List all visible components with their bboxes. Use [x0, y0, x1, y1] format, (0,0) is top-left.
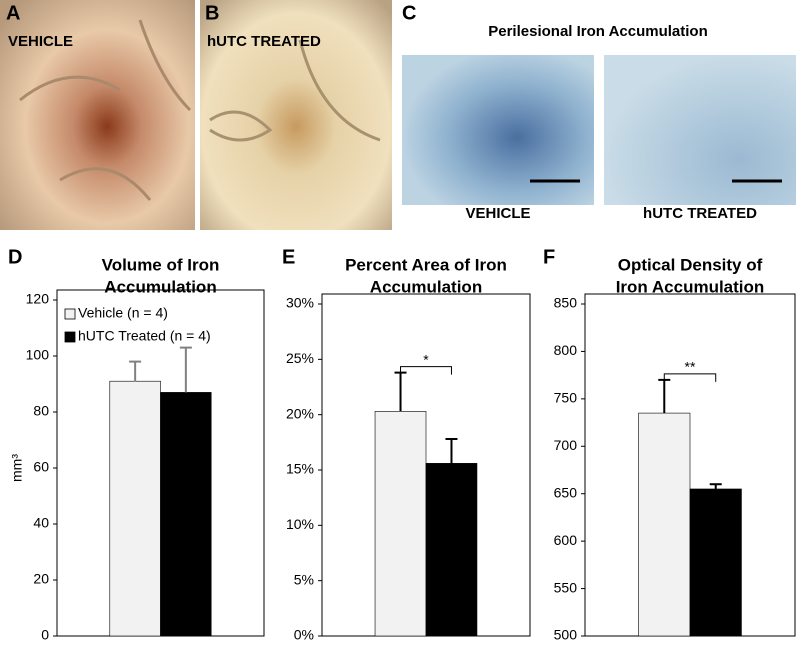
panel-letter: F [543, 246, 555, 268]
y-tick-label: 650 [554, 484, 578, 500]
panel-letter: A [6, 2, 20, 24]
photo-vehicle [0, 0, 195, 230]
y-tick-label: 800 [554, 342, 578, 358]
chart-title: Optical Density of [618, 255, 763, 274]
photo-label: hUTC TREATED [207, 33, 321, 50]
y-tick-label: 120 [26, 291, 50, 307]
error-bar [179, 346, 192, 393]
stain-label: hUTC TREATED [643, 205, 757, 222]
bar [689, 488, 742, 637]
bar [109, 380, 161, 637]
y-tick-label: 25% [286, 350, 314, 366]
y-tick-label: 850 [554, 295, 578, 311]
significance-bracket [663, 373, 717, 382]
chart-title: Iron Accumulation [616, 277, 765, 296]
photo-label: VEHICLE [8, 33, 73, 50]
chart-title: Accumulation [370, 277, 482, 296]
y-tick-label: 20% [286, 405, 314, 421]
y-tick-label: 500 [554, 627, 578, 643]
y-tick-label: 750 [554, 390, 578, 406]
photo-detail [19, 19, 192, 201]
panel-letter: E [282, 246, 295, 268]
significance-label: * [423, 351, 429, 367]
chart-title: Percent Area of Iron [345, 255, 507, 274]
significance-label: ** [685, 359, 696, 375]
bar [160, 392, 212, 637]
y-tick-label: 0 [41, 627, 49, 643]
y-tick-label: 40 [33, 515, 49, 531]
y-tick-label: 5% [294, 571, 314, 587]
error-bar [394, 371, 407, 412]
legend-swatch [64, 331, 76, 343]
legend-swatch [64, 308, 76, 320]
y-tick-label: 60 [33, 459, 49, 475]
y-tick-label: 100 [26, 347, 50, 363]
error-bar [709, 483, 722, 489]
y-tick-label: 600 [554, 532, 578, 548]
legend-label: Vehicle (n = 4) [78, 305, 168, 321]
panel-letter: B [205, 2, 219, 24]
y-tick-label: 10% [286, 516, 314, 532]
panel-letter: D [8, 246, 22, 268]
legend-label: hUTC Treated (n = 4) [78, 328, 211, 344]
bar [425, 463, 478, 637]
error-bar [445, 438, 458, 464]
chart-title: Accumulation [104, 277, 216, 296]
bar [374, 411, 427, 637]
significance-bracket [400, 366, 452, 375]
y-tick-label: 15% [286, 461, 314, 477]
panel-letter: C [402, 2, 416, 24]
y-axis-label: mm³ [9, 454, 25, 482]
bar [638, 412, 691, 637]
photo-treated [200, 0, 392, 230]
error-bar [658, 378, 671, 414]
y-tick-label: 700 [554, 437, 578, 453]
chart-title: Volume of Iron [102, 255, 220, 274]
photo-detail [209, 39, 381, 142]
stain-label: VEHICLE [465, 205, 530, 222]
y-tick-label: 0% [294, 627, 314, 643]
panel-title: Perilesional Iron Accumulation [488, 23, 708, 40]
y-tick-label: 80 [33, 403, 49, 419]
y-tick-label: 20 [33, 571, 49, 587]
y-tick-label: 30% [286, 295, 314, 311]
y-tick-label: 550 [554, 579, 578, 595]
error-bar [129, 360, 142, 382]
